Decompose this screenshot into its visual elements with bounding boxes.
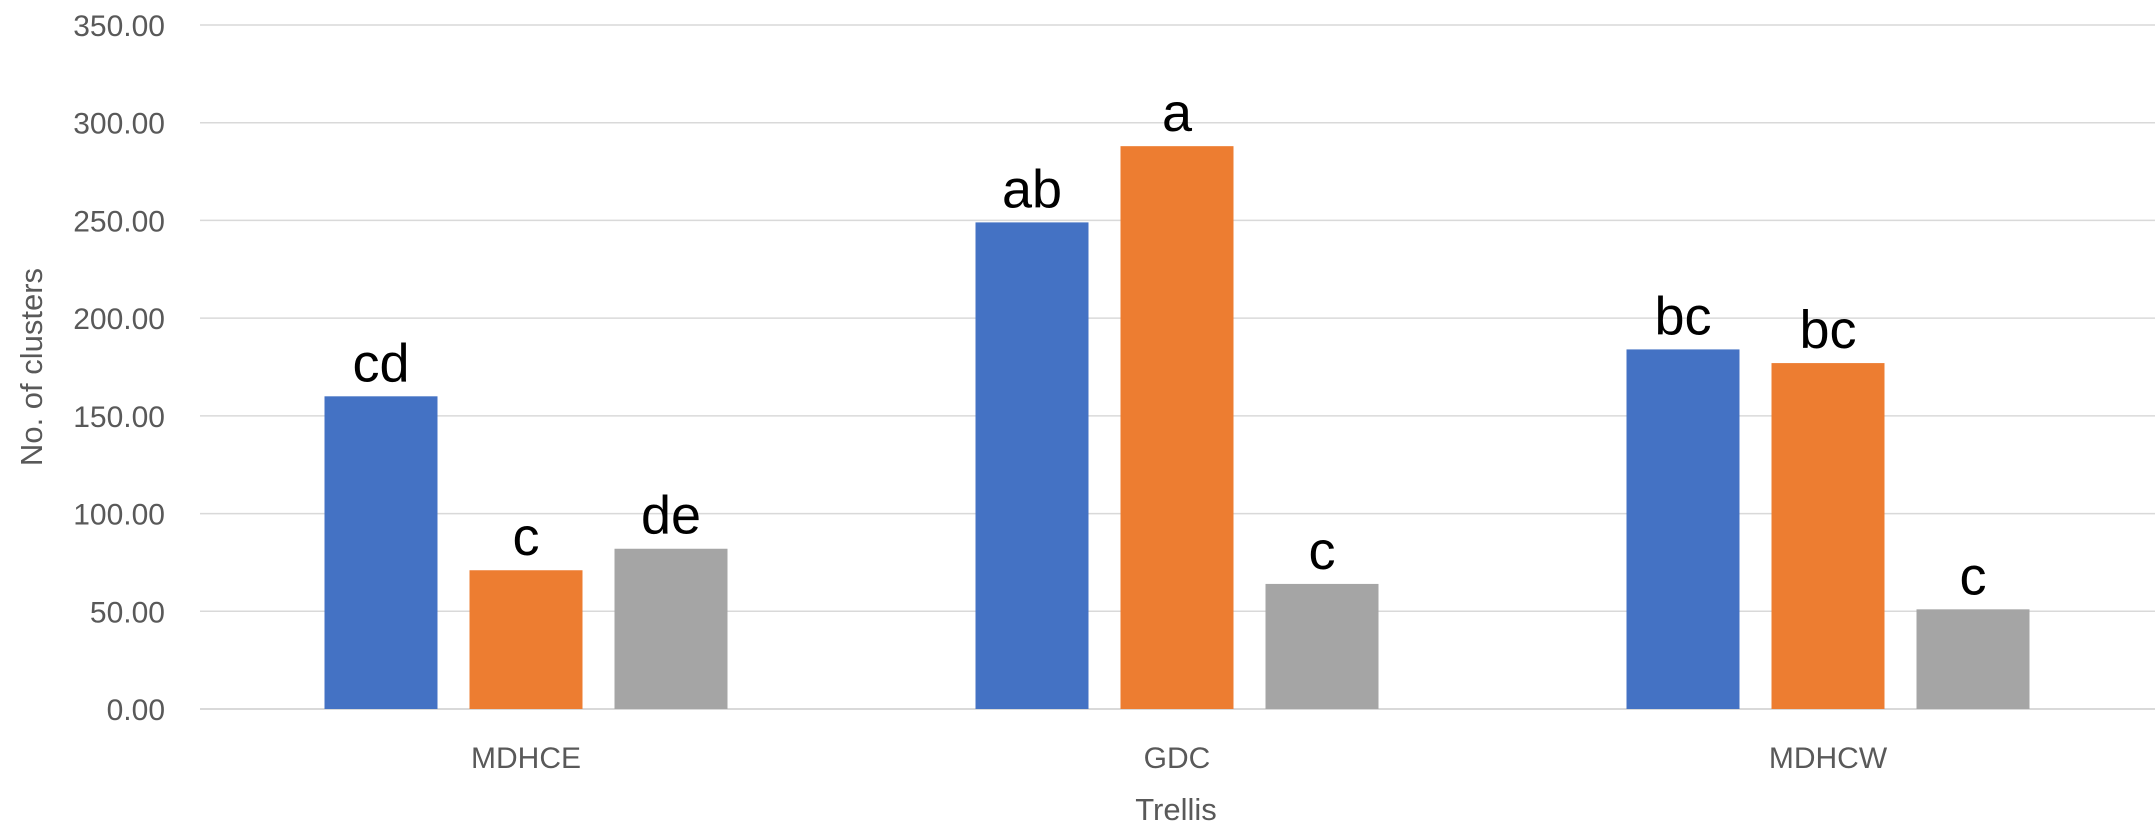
bar-significance-label: c <box>1960 546 1987 606</box>
y-axis-title: No. of clusters <box>14 268 49 466</box>
bar <box>614 548 728 709</box>
bar <box>1771 363 1885 709</box>
bar-significance-label: bc <box>1799 300 1856 360</box>
y-tick-label: 100.00 <box>73 499 165 532</box>
bar <box>324 396 438 709</box>
bar <box>1916 609 2030 709</box>
bar-significance-label: de <box>641 486 701 546</box>
x-category-label: GDC <box>1144 742 1211 775</box>
x-category-label: MDHCE <box>471 742 581 775</box>
y-tick-label: 300.00 <box>73 108 165 141</box>
y-axis-ticks: 0.00 50.00 100.00 150.00 200.00 250.00 300.00 3… <box>73 10 165 727</box>
y-tick-label: 0.00 <box>107 694 165 727</box>
bar <box>1626 349 1740 709</box>
bars <box>324 146 2030 709</box>
y-tick-label: 350.00 <box>73 10 165 43</box>
bar <box>469 570 583 709</box>
y-tick-label: 150.00 <box>73 401 165 434</box>
bar-significance-label: a <box>1162 83 1193 143</box>
bar <box>1265 583 1379 709</box>
bar-significance-label: ab <box>1002 159 1062 219</box>
y-tick-label: 50.00 <box>90 596 165 629</box>
bar-significance-label: c <box>1309 521 1336 581</box>
x-category-label: MDHCW <box>1769 742 1888 775</box>
x-axis-categories: MDHCE GDC MDHCW <box>471 742 1888 775</box>
y-tick-label: 200.00 <box>73 303 165 336</box>
bar-annotations: cd c de ab a c bc bc c <box>352 83 1986 606</box>
y-tick-label: 250.00 <box>73 205 165 238</box>
bar-significance-label: cd <box>352 333 409 393</box>
x-axis-title: Trellis <box>1135 792 1217 825</box>
bar-significance-label: bc <box>1654 286 1711 346</box>
bar <box>975 222 1089 709</box>
bar <box>1120 146 1234 709</box>
bar-significance-label: c <box>513 507 540 567</box>
